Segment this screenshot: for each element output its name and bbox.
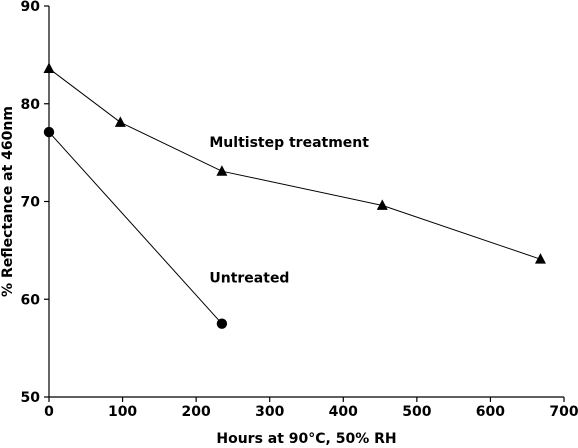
series-2 <box>43 126 228 329</box>
y-axis-title: % Reflectance at 460nm <box>0 106 16 297</box>
x-tick-label: 0 <box>44 404 54 420</box>
series-line <box>48 68 541 260</box>
annotations: Multistep treatment Untreated <box>209 135 369 287</box>
y-tick-label: 60 <box>21 292 41 308</box>
x-tick-label: 100 <box>108 404 137 420</box>
series <box>43 62 546 329</box>
x-axis-title: Hours at 90°C, 50% RH <box>216 431 396 447</box>
y-tick-label: 50 <box>21 390 41 406</box>
data-point <box>534 253 546 264</box>
x-tick-label: 300 <box>255 404 284 420</box>
x-tick-label: 200 <box>182 404 211 420</box>
series-line <box>48 131 223 325</box>
x-tick-label: 500 <box>402 404 431 420</box>
annotation-label: Untreated <box>209 271 289 287</box>
series-1 <box>43 62 546 264</box>
data-point <box>216 165 228 176</box>
data-point <box>216 318 228 329</box>
y-tick-label: 80 <box>21 97 41 113</box>
x-tick-label: 400 <box>329 404 358 420</box>
y-tick-label: 90 <box>21 0 41 15</box>
y-tick-label: 70 <box>21 195 41 211</box>
annotation-label: Multistep treatment <box>209 135 369 151</box>
data-point <box>43 62 55 74</box>
data-point <box>43 126 55 138</box>
x-tick-label: 600 <box>476 404 505 420</box>
data-point <box>376 199 388 210</box>
data-point <box>114 116 126 127</box>
axes: 50 60 70 80 90 0 100 200 300 400 500 600 700 <box>21 0 578 420</box>
x-tick-label: 700 <box>549 404 578 420</box>
